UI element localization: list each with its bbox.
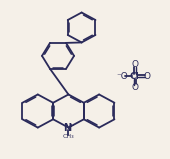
Text: +: +	[68, 123, 73, 128]
Text: ⁻O: ⁻O	[117, 72, 129, 81]
Text: O: O	[131, 61, 138, 69]
Text: O: O	[131, 83, 138, 92]
Text: Cl: Cl	[130, 72, 140, 81]
Text: O: O	[143, 72, 150, 81]
Text: N: N	[63, 123, 71, 133]
Text: CH₃: CH₃	[63, 134, 74, 139]
